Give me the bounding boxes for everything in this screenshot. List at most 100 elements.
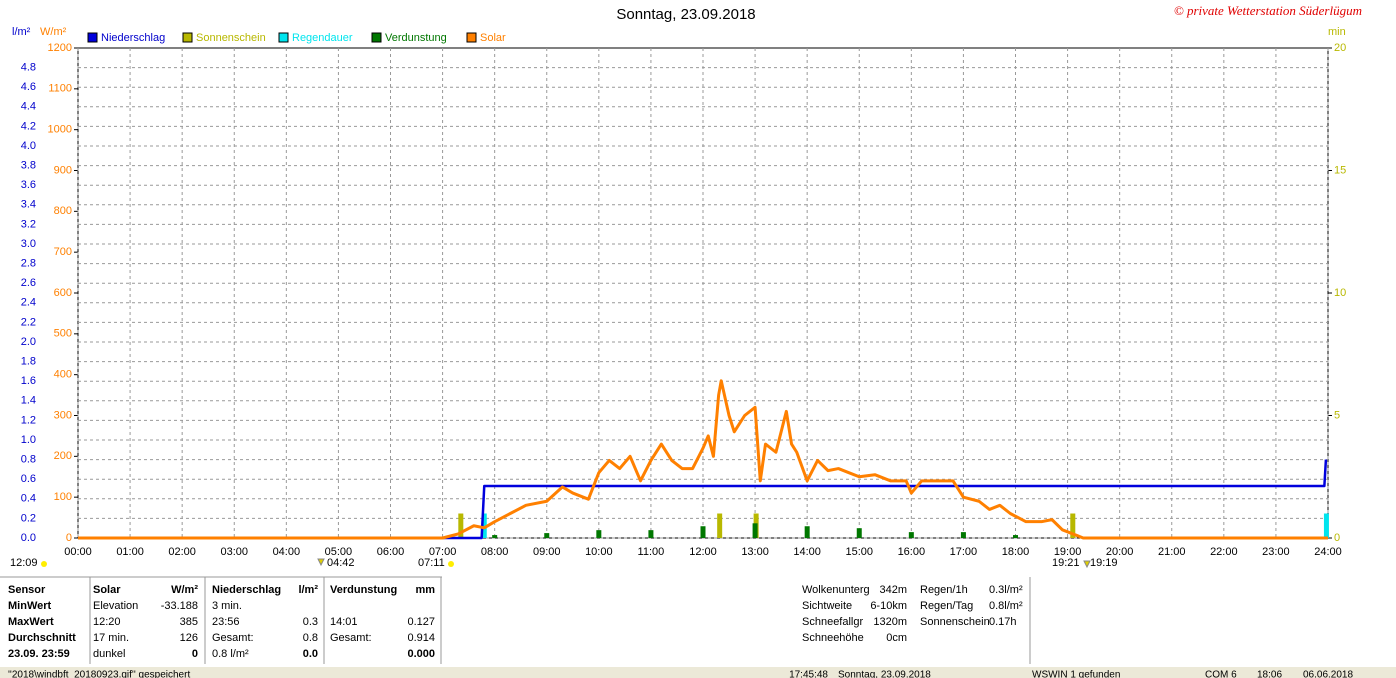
table-cell: Verdunstung <box>330 584 397 596</box>
y2-tick-label: 1.4 <box>21 395 36 407</box>
status-text: 17:45:48 <box>789 670 828 678</box>
table-cell: Sensor <box>8 584 46 596</box>
legend-label: Solar <box>480 32 506 44</box>
y3-tick-label: 5 <box>1334 409 1340 421</box>
legend-swatch <box>87 32 98 43</box>
table-cell: Elevation <box>93 600 138 612</box>
y2-tick-label: 0.6 <box>21 473 36 485</box>
y2-tick-label: 0.2 <box>21 512 36 524</box>
bar <box>752 523 758 538</box>
table-cell: 385 <box>180 616 198 628</box>
table-cell: MaxWert <box>8 616 54 628</box>
time-annotation: 19:19 <box>1090 557 1118 569</box>
bar <box>544 533 550 538</box>
y-tick-label: 0 <box>66 532 72 544</box>
table-cell: 0.914 <box>407 632 435 644</box>
series-line <box>78 379 1328 540</box>
x-tick-label: 01:00 <box>116 546 144 558</box>
status-text: 18:06 <box>1257 670 1282 678</box>
bar <box>1323 513 1329 538</box>
bar <box>596 530 602 538</box>
table-cell: 23:56 <box>212 616 240 628</box>
info-label: Regen/1h <box>920 584 968 596</box>
table-cell: 0.000 <box>407 648 435 660</box>
axis-unit: min <box>1328 26 1346 38</box>
info-value: 1320m <box>873 616 907 628</box>
y2-tick-label: 4.4 <box>21 101 36 113</box>
table-cell: 0.3 <box>303 616 318 628</box>
info-label: Sonnenschein <box>920 616 990 628</box>
watermark: © private Wetterstation Süderlügum <box>1174 3 1362 18</box>
info-label: Schneehöhe <box>802 632 864 644</box>
x-tick-label: 15:00 <box>845 546 873 558</box>
bar <box>458 513 464 538</box>
y3-tick-label: 15 <box>1334 164 1346 176</box>
y2-tick-label: 0.8 <box>21 454 36 466</box>
y-tick-label: 300 <box>54 409 72 421</box>
sun-marker <box>448 561 454 567</box>
x-tick-label: 14:00 <box>793 546 821 558</box>
y-tick-label: 1200 <box>48 42 72 54</box>
y2-tick-label: 0.0 <box>21 532 36 544</box>
status-text: 06.06.2018 <box>1303 670 1353 678</box>
x-tick-label: 11:00 <box>638 546 665 558</box>
y-tick-label: 700 <box>54 246 72 258</box>
info-value: 6-10km <box>870 600 907 612</box>
time-annotation: 07:11 <box>418 557 445 569</box>
bar <box>908 532 914 538</box>
info-label: Wolkenunterg <box>802 584 870 596</box>
info-value: 0.3l/m² <box>989 584 1023 596</box>
x-tick-label: 12:00 <box>689 546 717 558</box>
y3-tick-label: 20 <box>1334 42 1346 54</box>
bar <box>1013 535 1018 538</box>
info-label: Schneefallgr <box>802 616 863 628</box>
table-cell: 12:20 <box>93 616 121 628</box>
table-cell: 3 min. <box>212 600 242 612</box>
bar <box>648 530 654 538</box>
x-tick-label: 04:00 <box>273 546 301 558</box>
info-value: 0.17h <box>989 616 1017 628</box>
bar <box>960 532 966 538</box>
x-tick-label: 16:00 <box>898 546 926 558</box>
x-tick-label: 03:00 <box>220 546 248 558</box>
y2-tick-label: 1.6 <box>21 375 36 387</box>
y-tick-label: 900 <box>54 164 72 176</box>
legend-swatch <box>182 32 193 43</box>
table-cell: 0.8 l/m² <box>212 648 249 660</box>
time-annotation: 04:42 <box>327 557 355 569</box>
bar <box>492 535 498 538</box>
y2-tick-label: 2.2 <box>21 316 36 328</box>
x-tick-label: 23:00 <box>1262 546 1290 558</box>
info-panel <box>0 575 1396 665</box>
chart-title: Sonntag, 23.09.2018 <box>616 6 755 23</box>
y2-tick-label: 2.8 <box>21 258 36 270</box>
y3-tick-label: 10 <box>1334 287 1346 299</box>
info-value: 0cm <box>886 632 907 644</box>
x-tick-label: 22:00 <box>1210 546 1238 558</box>
y2-tick-label: 4.0 <box>21 140 36 152</box>
table-cell: 126 <box>180 632 198 644</box>
sun-marker <box>41 561 47 567</box>
table-cell: -33.188 <box>161 600 198 612</box>
x-tick-label: 08:00 <box>481 546 509 558</box>
legend-label: Regendauer <box>292 32 353 44</box>
y2-tick-label: 1.8 <box>21 356 36 368</box>
table-cell: W/m² <box>171 584 198 596</box>
info-label: Regen/Tag <box>920 600 973 612</box>
y2-tick-label: 2.4 <box>21 297 36 309</box>
y2-tick-label: 4.8 <box>21 62 36 74</box>
y-tick-label: 1000 <box>48 124 72 136</box>
x-tick-label: 19:00 <box>1054 546 1082 558</box>
legend-swatch <box>371 32 382 43</box>
bar <box>481 513 487 538</box>
table-cell: 17 min. <box>93 632 129 644</box>
table-cell: 0.8 <box>303 632 318 644</box>
y2-tick-label: 1.0 <box>21 434 36 446</box>
x-tick-label: 07:00 <box>429 546 457 558</box>
table-cell: Gesamt: <box>212 632 254 644</box>
y2-tick-label: 0.4 <box>21 493 36 505</box>
time-annotation: 19:21 <box>1052 557 1080 569</box>
x-tick-label: 02:00 <box>168 546 196 558</box>
y2-tick-label: 3.4 <box>21 199 36 211</box>
